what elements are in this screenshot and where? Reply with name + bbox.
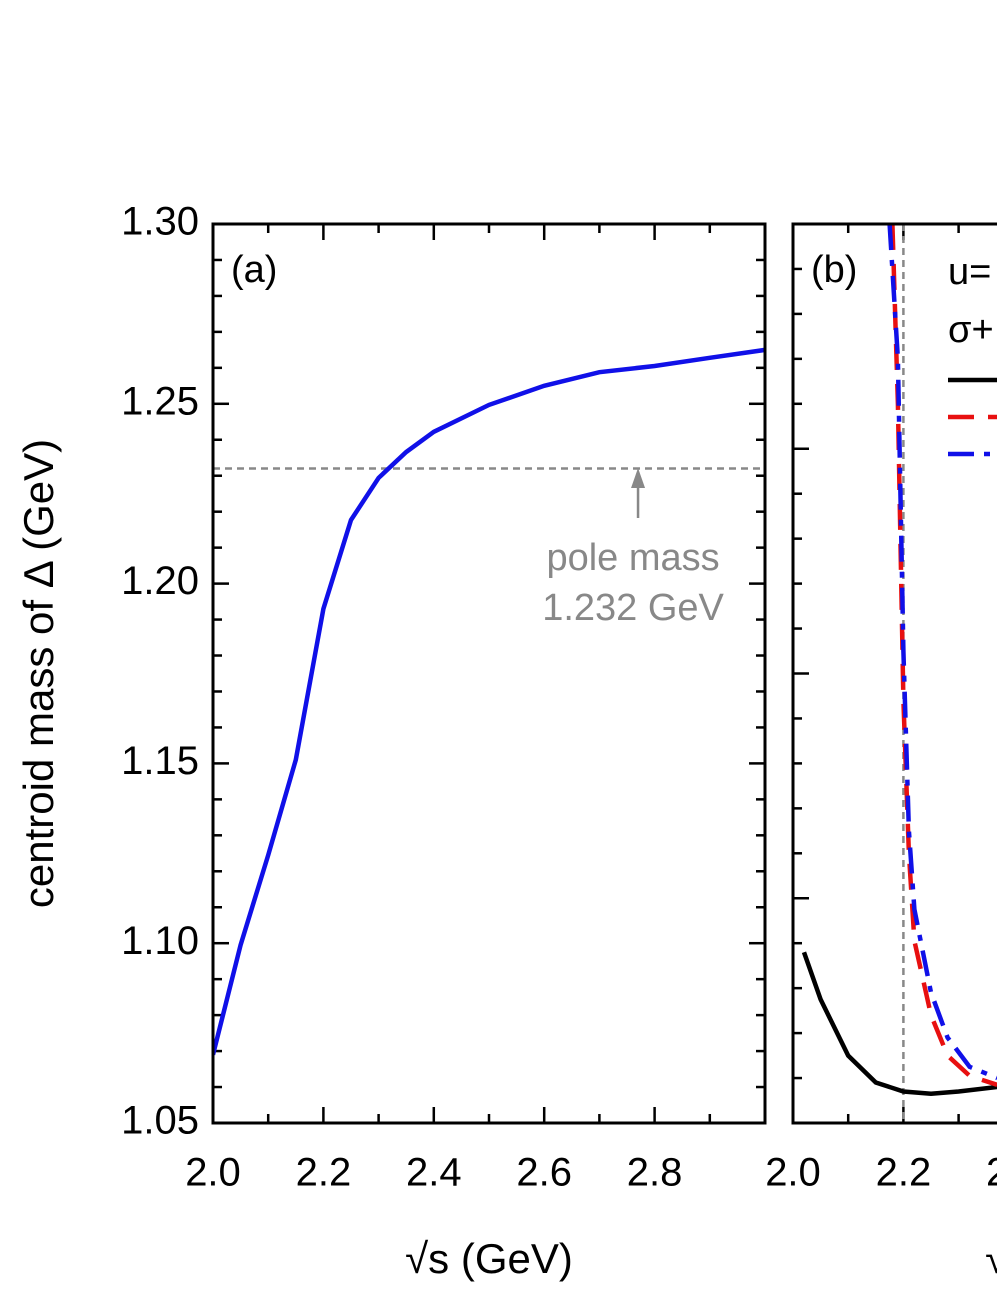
x-tick-label: 2.6 — [516, 1151, 572, 1195]
data-line — [890, 224, 997, 1087]
y-tick-label: 1.20 — [121, 559, 199, 603]
x-axis-label: √s (GeV) — [405, 1235, 573, 1282]
x-tick-label: 2.0 — [765, 1151, 821, 1195]
legend-text: σ+ — [948, 309, 994, 351]
annotation: pole mass — [546, 537, 719, 579]
x-tick-label: 2.0 — [185, 1151, 241, 1195]
x-tick-label: 2.4 — [986, 1151, 997, 1195]
y-tick-label: 1.15 — [121, 739, 199, 783]
panel-label: (a) — [231, 249, 277, 291]
data-line — [213, 347, 765, 1056]
x-tick-label: 2.8 — [627, 1151, 683, 1195]
y-tick-label: 1.10 — [121, 919, 199, 963]
y-tick-label: 1.30 — [121, 200, 199, 244]
y-axis-label: centroid mass of Δ (GeV) — [15, 439, 62, 908]
arrow-head — [631, 468, 646, 488]
y-tick-label: 1.05 — [121, 1099, 199, 1143]
legend-text: u= — [948, 251, 991, 293]
x-tick-label: 2.4 — [406, 1151, 462, 1195]
plot-frame — [211, 222, 767, 1125]
plot-frame — [791, 222, 997, 1125]
panel-label: (b) — [811, 249, 857, 291]
annotation: 1.232 GeV — [542, 587, 724, 629]
x-tick-label: 2.2 — [876, 1151, 932, 1195]
x-tick-label: 2.2 — [296, 1151, 352, 1195]
y-tick-label: 1.25 — [121, 379, 199, 423]
x-axis-label: √s (GeV) — [985, 1235, 997, 1282]
data-line — [887, 224, 997, 1081]
data-line — [801, 951, 997, 1097]
